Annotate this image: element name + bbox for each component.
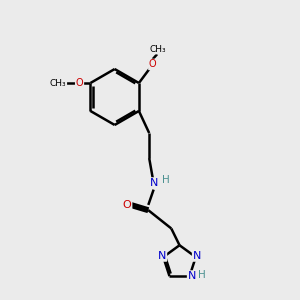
Text: H: H bbox=[198, 270, 206, 280]
Text: O: O bbox=[123, 200, 131, 210]
Text: N: N bbox=[193, 251, 201, 261]
Text: O: O bbox=[76, 78, 83, 88]
Text: N: N bbox=[188, 271, 196, 281]
Text: CH₃: CH₃ bbox=[150, 45, 166, 54]
Text: N: N bbox=[158, 251, 166, 261]
Text: CH₃: CH₃ bbox=[50, 79, 66, 88]
Text: O: O bbox=[149, 59, 157, 70]
Text: N: N bbox=[149, 178, 158, 188]
Text: H: H bbox=[162, 175, 170, 185]
